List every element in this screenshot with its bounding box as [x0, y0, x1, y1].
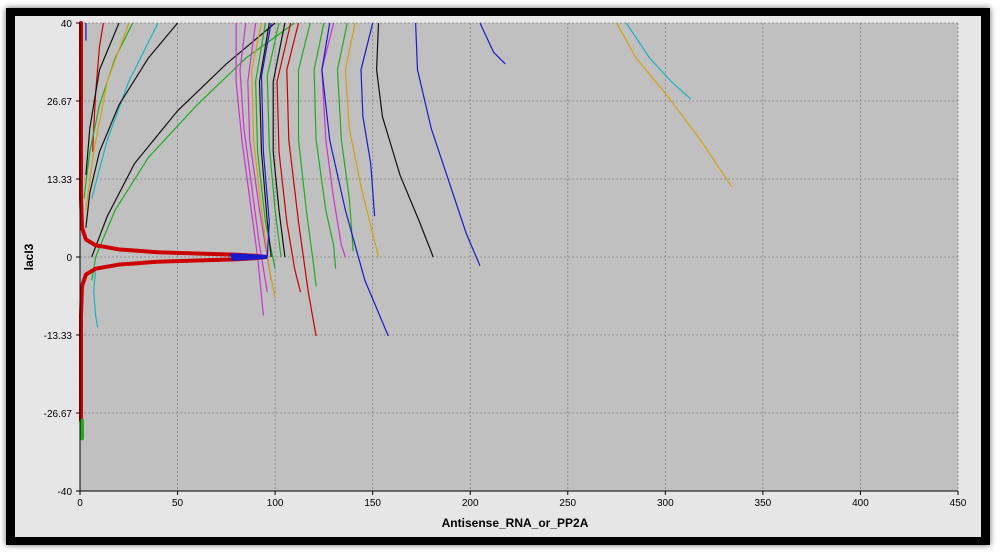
trajectory-curve-9 [93, 268, 99, 328]
y-tick-label-0: 40 [61, 19, 73, 30]
trajectory-curve-31 [616, 22, 733, 188]
trajectory-curve-10 [239, 22, 268, 293]
x-tick-label-6: 300 [657, 498, 674, 509]
trajectory-curve-11 [235, 23, 264, 316]
x-tick-label-7: 350 [755, 498, 772, 509]
x-tick-label-0: 0 [77, 498, 83, 509]
trajectory-curve-28 [375, 22, 434, 258]
x-axis-label: Antisense_RNA_or_PP2A [442, 516, 589, 530]
trajectory-curves [83, 22, 733, 337]
trajectory-curve-32 [625, 22, 692, 100]
x-tick-label-3: 150 [364, 498, 381, 509]
trajectory-curve-18 [272, 22, 286, 258]
x-tick-label-2: 100 [267, 498, 284, 509]
trajectory-curve-13 [251, 22, 276, 299]
axes [76, 22, 959, 495]
x-tick-label-1: 50 [172, 498, 184, 509]
y-tick-label-4: -13.33 [44, 331, 73, 342]
y-tick-label-6: -40 [58, 487, 73, 498]
marker-trail-2 [230, 253, 268, 261]
trajectory-curve-30 [479, 22, 506, 65]
trajectory-curve-7 [91, 22, 276, 258]
nullcline-markers [79, 21, 268, 441]
y-tick-label-2: 13.33 [47, 175, 72, 186]
trajectory-curve-4 [91, 22, 159, 199]
trajectory-curve-6 [91, 22, 295, 281]
trajectory-curve-12 [247, 22, 272, 281]
trajectory-curve-22 [313, 22, 337, 269]
plot-area [80, 23, 958, 491]
trajectory-curve-27 [360, 22, 376, 217]
trajectory-curve-3 [85, 22, 120, 176]
trajectory-curve-17 [266, 22, 282, 258]
x-tick-label-9: 450 [950, 498, 967, 509]
trajectory-curve-29 [415, 22, 481, 267]
trajectory-curve-16 [260, 22, 272, 258]
trajectory-curve-20 [286, 22, 317, 337]
trajectory-curve-8 [85, 22, 179, 228]
tick-labels: 0 50 100 150 200 250 300 350 400 450 40 26.67 13.33 0… [44, 19, 967, 509]
trajectory-curve-25 [321, 22, 389, 337]
trajectory-curve-21 [297, 22, 317, 287]
grid-lines [79, 22, 959, 492]
x-tick-label-5: 250 [559, 498, 576, 509]
trajectory-curve-19 [276, 22, 302, 293]
y-tick-label-3: 0 [66, 253, 72, 264]
y-tick-label-5: -26.67 [44, 409, 73, 420]
trajectory-curve-23 [321, 22, 346, 258]
trajectory-curve-2 [85, 22, 130, 211]
trajectory-curve-24 [336, 22, 354, 252]
x-tick-label-4: 200 [462, 498, 479, 509]
y-tick-label-1: 26.67 [47, 97, 72, 108]
trajectory-curve-26 [344, 22, 380, 258]
y-axis-label: lacI3 [22, 243, 36, 270]
x-tick-label-8: 400 [852, 498, 869, 509]
trajectory-curve-1 [83, 22, 134, 199]
